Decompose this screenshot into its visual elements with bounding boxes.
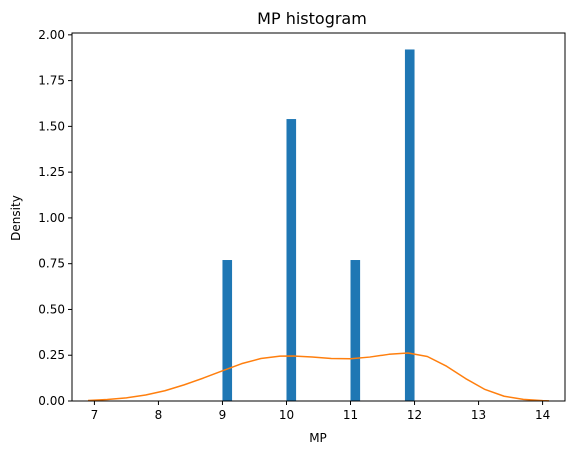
histogram-bar-2 bbox=[286, 119, 297, 402]
x-tick-label-9: 9 bbox=[219, 408, 227, 422]
plot-area bbox=[71, 32, 566, 402]
x-axis-label: MP bbox=[309, 431, 327, 445]
y-tick-label-0.00: 0.00 bbox=[38, 394, 65, 408]
x-tick-label-13: 13 bbox=[471, 408, 486, 422]
histogram-bar-3 bbox=[350, 260, 361, 401]
y-tick-label-2.00: 2.00 bbox=[38, 28, 65, 42]
y-axis-label: Density bbox=[9, 195, 23, 241]
y-tick-label-1.25: 1.25 bbox=[38, 165, 65, 179]
kde-density-line bbox=[87, 352, 550, 402]
x-tick-label-12: 12 bbox=[407, 408, 422, 422]
axes-frame bbox=[71, 32, 566, 402]
x-tick-label-8: 8 bbox=[155, 408, 163, 422]
x-tick-label-14: 14 bbox=[535, 408, 550, 422]
y-tick-label-0.50: 0.50 bbox=[38, 302, 65, 316]
y-tick-label-0.25: 0.25 bbox=[38, 348, 65, 362]
x-tick-label-10: 10 bbox=[279, 408, 294, 422]
y-tick-label-1.75: 1.75 bbox=[38, 74, 65, 88]
x-tick-label-11: 11 bbox=[343, 408, 358, 422]
y-tick-label-1.00: 1.00 bbox=[38, 211, 65, 225]
histogram-bar-1 bbox=[222, 260, 233, 401]
axis-ticks: 7 8 9 10 11 12 13 14 0.00 0.25 0.50 0.75 1.00 1.25 1.5… bbox=[38, 28, 550, 422]
x-tick-label-7: 7 bbox=[91, 408, 99, 422]
y-tick-label-0.75: 0.75 bbox=[38, 257, 65, 271]
chart-title: MP histogram bbox=[257, 9, 367, 28]
histogram-bar-4 bbox=[404, 49, 415, 401]
y-tick-label-1.50: 1.50 bbox=[38, 119, 65, 133]
